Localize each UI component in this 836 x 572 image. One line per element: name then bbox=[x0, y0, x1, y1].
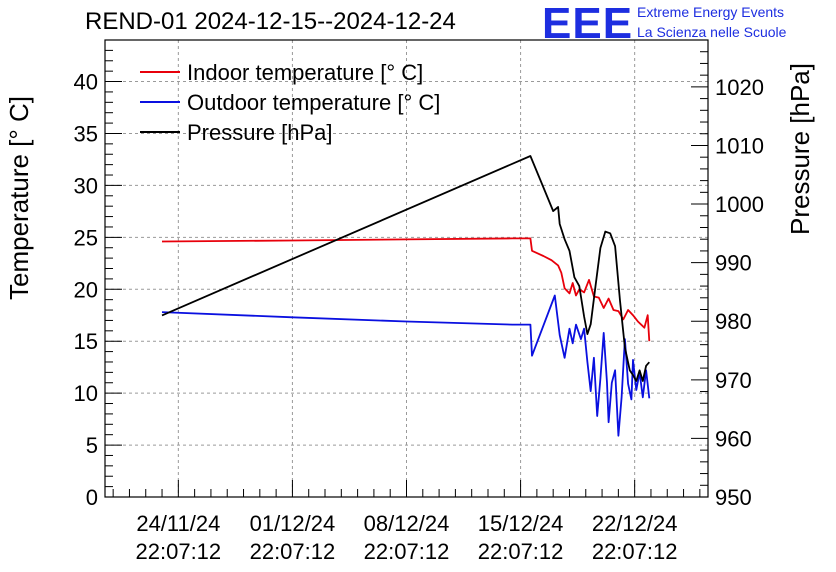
y2-tick-label: 960 bbox=[715, 426, 752, 451]
chart-title: REND-01 2024-12-15--2024-12-24 bbox=[85, 8, 456, 35]
legend: Indoor temperature [° C] Outdoor temperat… bbox=[140, 60, 440, 145]
x-tick-date: 01/12/24 bbox=[250, 511, 336, 536]
y2-tick-label: 980 bbox=[715, 309, 752, 334]
x-tick-date: 15/12/24 bbox=[478, 511, 564, 536]
logo-line-2: La Scienza nelle Scuole bbox=[637, 24, 787, 40]
eee-logo: EEE bbox=[542, 0, 634, 48]
x-tick-time: 22:07:12 bbox=[478, 539, 564, 564]
y2-tick-label: 950 bbox=[715, 485, 752, 510]
y2-tick-label: 970 bbox=[715, 368, 752, 393]
y-tick-label: 25 bbox=[74, 225, 98, 250]
grid-lines bbox=[105, 40, 708, 497]
legend-label-2: Pressure [hPa] bbox=[187, 120, 333, 145]
y-tick-label: 20 bbox=[74, 277, 98, 302]
y-tick-label: 0 bbox=[86, 485, 98, 510]
x-tick-date: 22/12/24 bbox=[592, 511, 678, 536]
y-tick-label: 40 bbox=[74, 70, 98, 95]
y-tick-label: 35 bbox=[74, 121, 98, 146]
x-tick-time: 22:07:12 bbox=[136, 539, 222, 564]
y2-tick-label: 1010 bbox=[715, 133, 764, 158]
legend-label-1: Outdoor temperature [° C] bbox=[187, 90, 440, 115]
series-line-2 bbox=[161, 155, 650, 382]
logo-line-1: Extreme Energy Events bbox=[637, 4, 785, 20]
series-layer bbox=[161, 155, 651, 437]
y-tick-label: 5 bbox=[86, 433, 98, 458]
x-tick-time: 22:07:12 bbox=[364, 539, 450, 564]
y-axis-label-left: Temperature [° C] bbox=[4, 95, 34, 300]
y2-tick-label: 1000 bbox=[715, 192, 764, 217]
y2-tick-label: 1020 bbox=[715, 75, 764, 100]
series-line-1 bbox=[161, 294, 651, 437]
x-tick-date: 24/11/24 bbox=[136, 511, 220, 536]
y-axis-label-right: Pressure [hPa] bbox=[785, 63, 815, 235]
axis-ticks: 0 5 10 15 20 25 30 35 40 950 960 970 980 990 1000 1010 1… bbox=[74, 39, 764, 564]
x-tick-time: 22:07:12 bbox=[592, 539, 678, 564]
y2-tick-label: 990 bbox=[715, 251, 752, 276]
series-line-0 bbox=[161, 237, 651, 342]
y-tick-label: 10 bbox=[74, 381, 98, 406]
x-tick-date: 08/12/24 bbox=[364, 511, 450, 536]
legend-label-0: Indoor temperature [° C] bbox=[187, 60, 423, 85]
y-tick-label: 15 bbox=[74, 329, 98, 354]
x-tick-time: 22:07:12 bbox=[250, 539, 336, 564]
y-tick-label: 30 bbox=[74, 173, 98, 198]
